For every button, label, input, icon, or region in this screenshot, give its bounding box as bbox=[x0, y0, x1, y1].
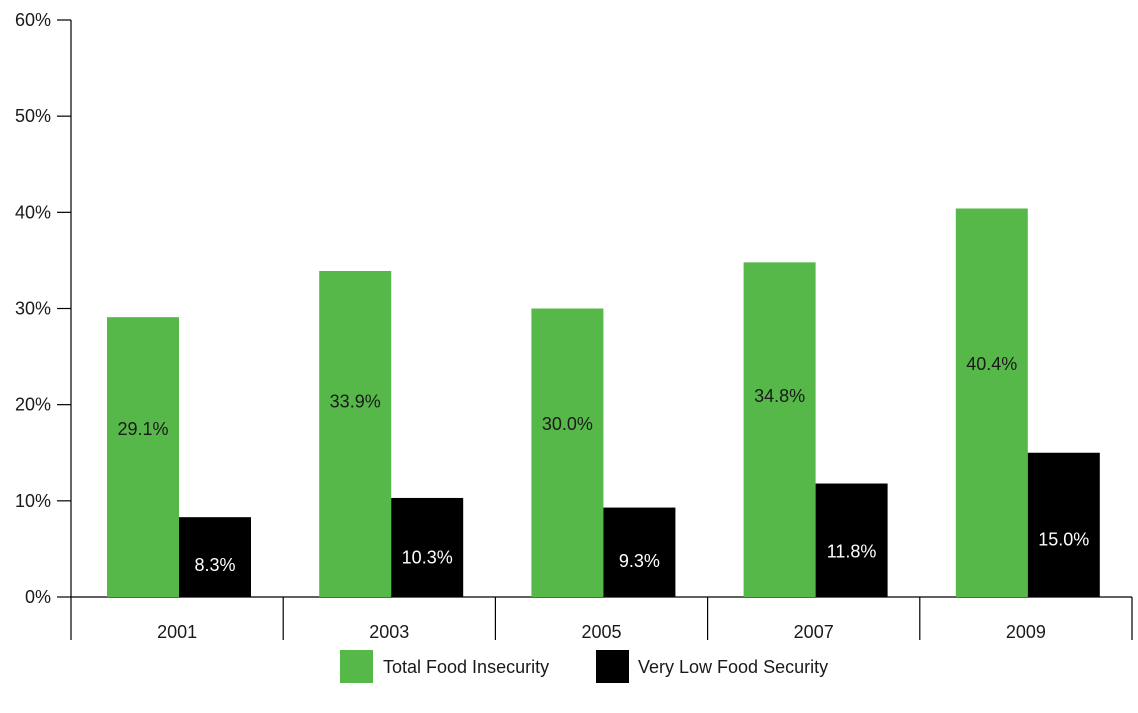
bar-total-food-insecurity bbox=[319, 270, 392, 597]
bar-very-low-food-security bbox=[603, 507, 676, 597]
bar-total-food-insecurity bbox=[531, 308, 604, 597]
x-category-label: 2009 bbox=[1006, 622, 1046, 642]
bar-very-low-food-security bbox=[1027, 452, 1100, 597]
bars: 29.1% 8.3% 33.9% 10.3% 30.0% 9.3% 34.8% 11.8% 40… bbox=[107, 208, 1100, 597]
bar-very-low-food-security bbox=[179, 517, 251, 597]
legend-label: Very Low Food Security bbox=[638, 657, 828, 677]
bar-value-label: 11.8% bbox=[827, 542, 877, 562]
y-tick-label: 30% bbox=[15, 299, 51, 319]
bar-value-label: 9.3% bbox=[619, 551, 660, 571]
y-tick-label: 10% bbox=[15, 491, 51, 511]
y-tick-label: 0% bbox=[25, 587, 51, 607]
bar-total-food-insecurity bbox=[743, 262, 816, 597]
bar-value-label: 29.1% bbox=[117, 419, 168, 439]
y-tick-label: 50% bbox=[15, 106, 51, 126]
bar-value-label: 10.3% bbox=[402, 547, 453, 567]
y-tick-label: 40% bbox=[15, 202, 51, 222]
x-category-label: 2003 bbox=[369, 622, 409, 642]
bar-value-label: 40.4% bbox=[966, 354, 1017, 374]
bar-total-food-insecurity bbox=[955, 208, 1028, 597]
x-category-label: 2005 bbox=[581, 622, 621, 642]
x-category-label: 2001 bbox=[157, 622, 197, 642]
legend: Total Food Insecurity Very Low Food Secur… bbox=[340, 650, 828, 683]
bar-total-food-insecurity bbox=[107, 317, 179, 597]
y-tick-label: 20% bbox=[15, 395, 51, 415]
bar-value-label: 8.3% bbox=[194, 555, 235, 575]
y-tick-label: 60% bbox=[15, 10, 51, 30]
bar-very-low-food-security bbox=[815, 483, 888, 597]
x-axis: 2001 2003 2005 2007 2009 bbox=[71, 596, 1133, 642]
bar-value-label: 34.8% bbox=[754, 386, 805, 406]
bar-value-label: 33.9% bbox=[330, 391, 381, 411]
bar-value-label: 30.0% bbox=[542, 414, 593, 434]
bar-value-label: 15.0% bbox=[1038, 529, 1089, 549]
legend-swatch bbox=[340, 650, 373, 683]
x-category-label: 2007 bbox=[794, 622, 834, 642]
bar-very-low-food-security bbox=[391, 497, 464, 597]
legend-label: Total Food Insecurity bbox=[383, 657, 549, 677]
legend-swatch bbox=[596, 650, 629, 683]
y-axis: 0% 10% 20% 30% 40% 50% 60% bbox=[15, 10, 72, 640]
